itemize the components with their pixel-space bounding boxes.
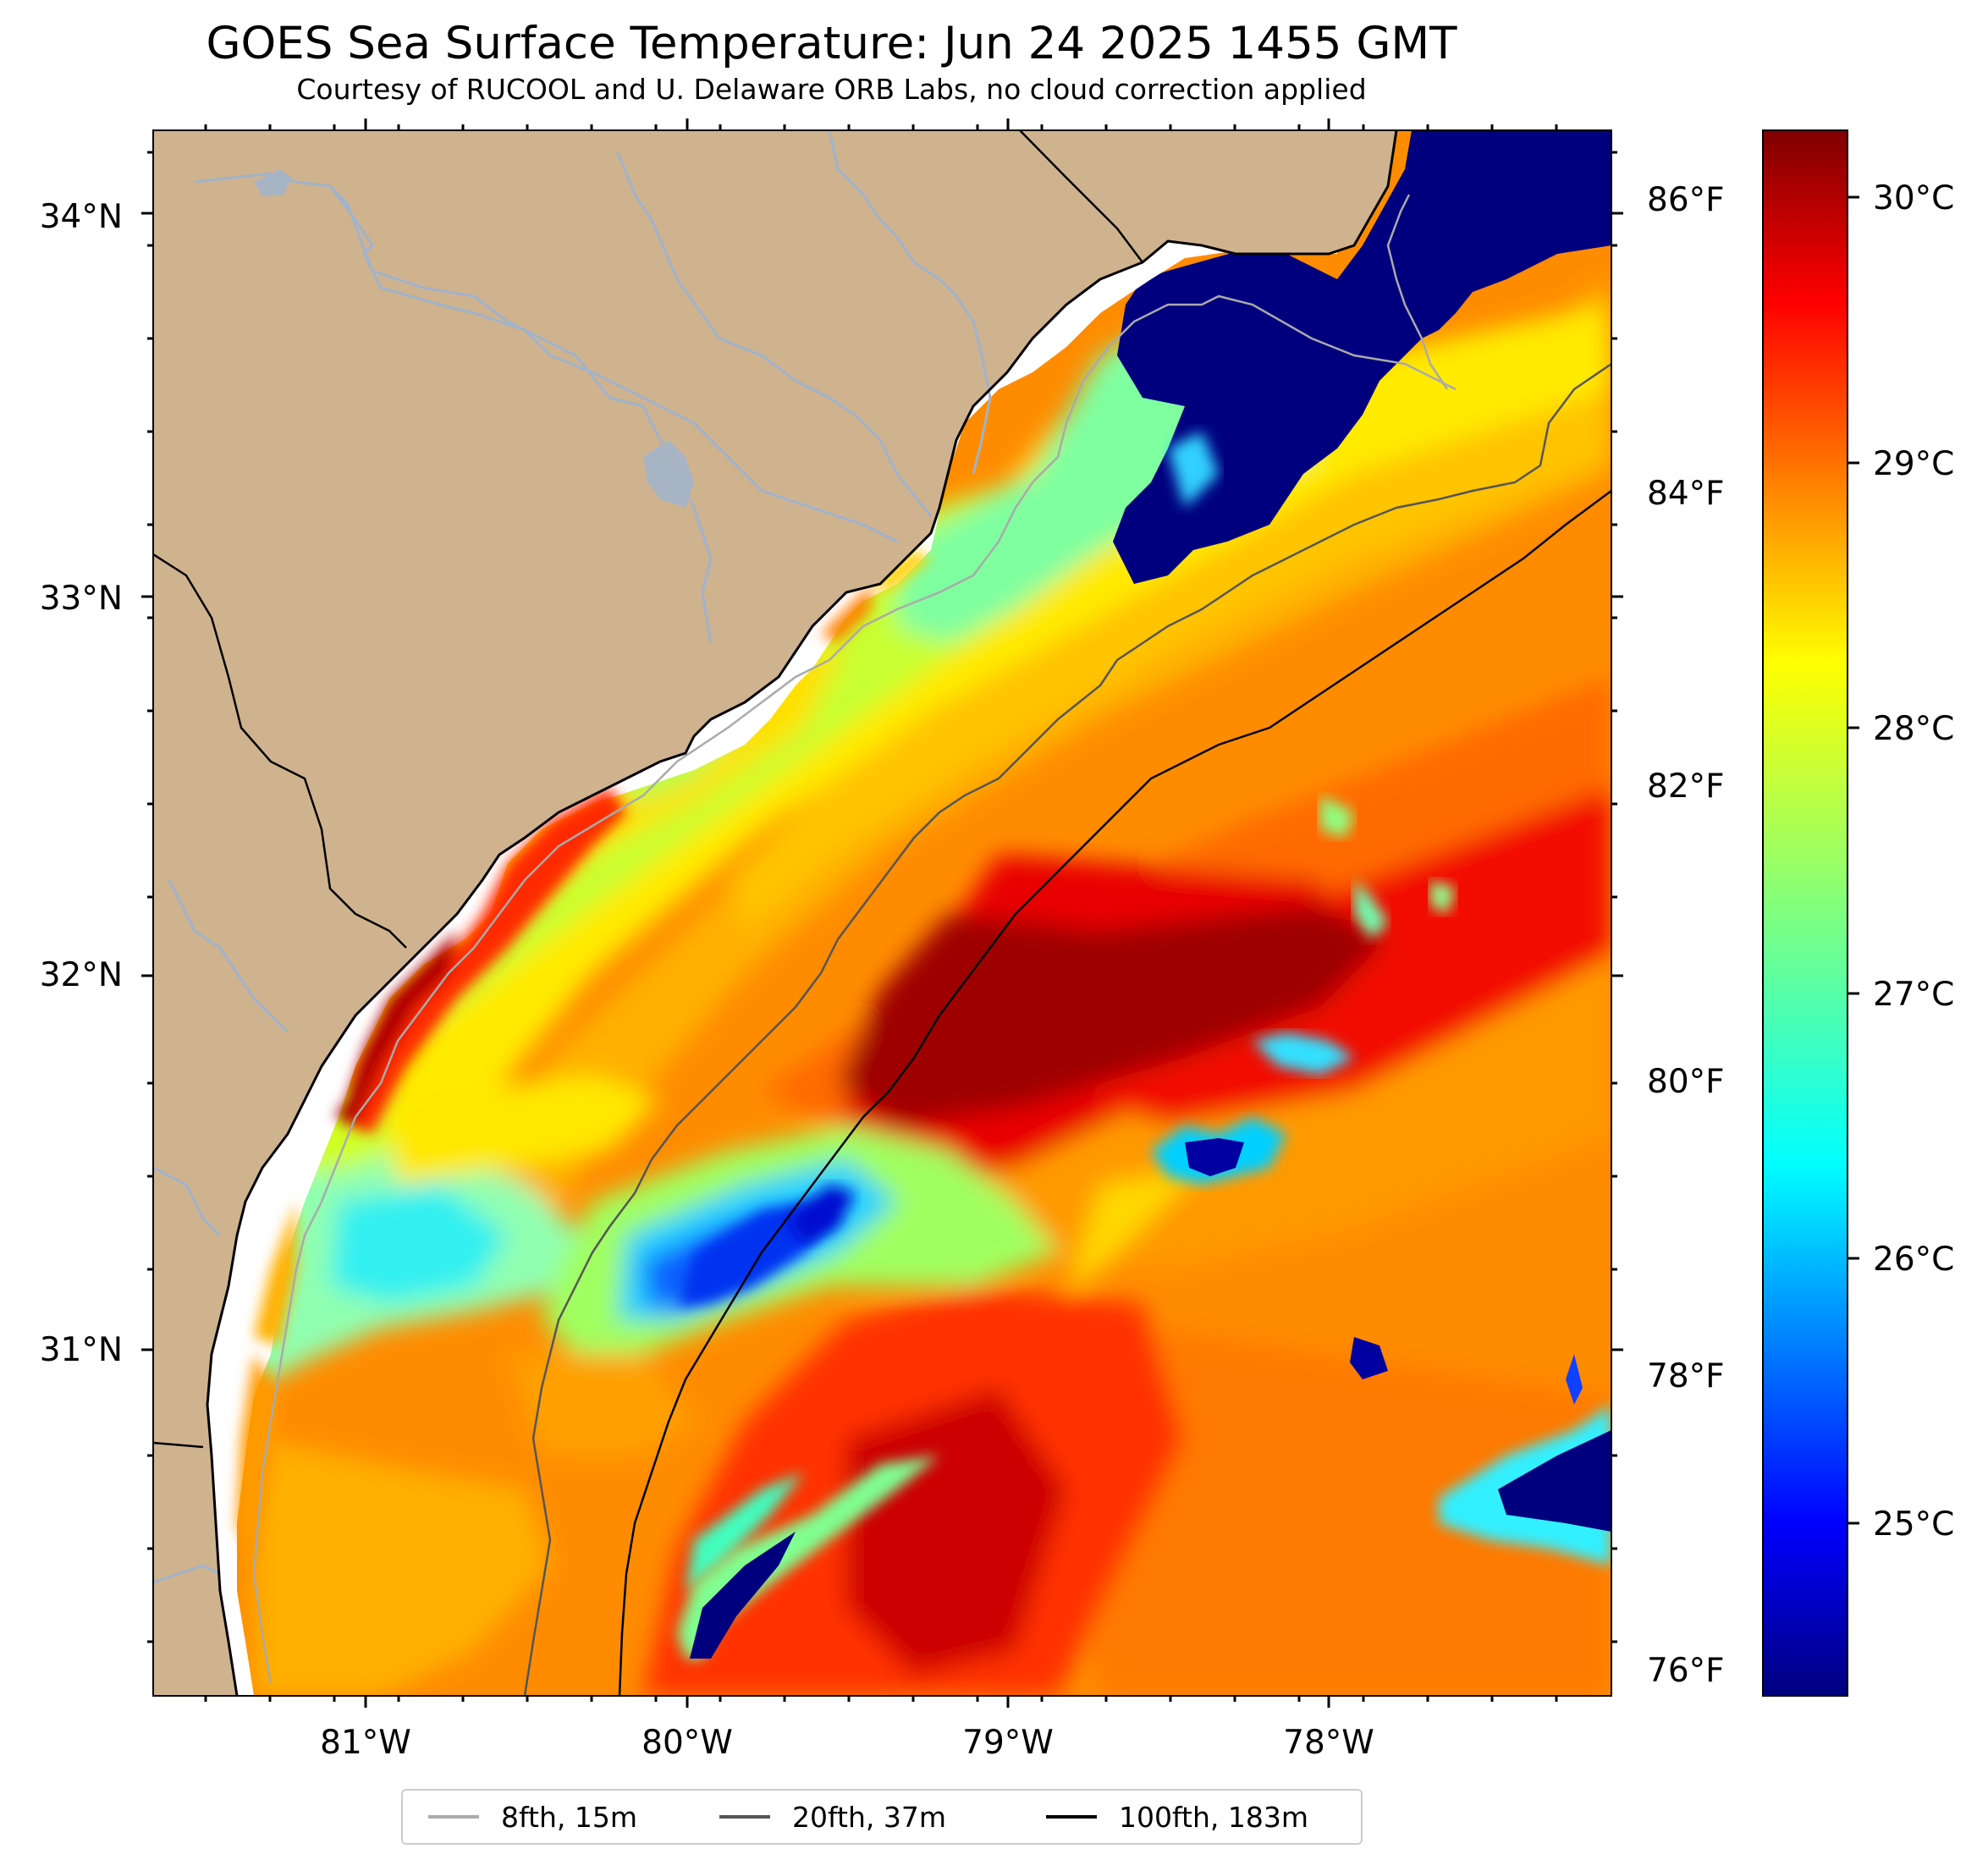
cloud-edge <box>1168 432 1219 508</box>
f-label-86: 86°F <box>1647 181 1725 219</box>
isobath-8fth-ne <box>1386 194 1449 390</box>
lat-label-33: 33°N <box>40 580 123 618</box>
isobath-20fth <box>523 362 1611 1696</box>
land-mass <box>153 130 1396 1696</box>
isobath-legend: 8fth, 15m 20fth, 37m 100fth, 183m <box>401 1789 1363 1845</box>
f-label-84: 84°F <box>1647 475 1725 513</box>
lon-label-78w: 78°W <box>1283 1724 1374 1762</box>
f-label-80: 80°F <box>1647 1063 1725 1101</box>
sst-features <box>677 795 1611 1659</box>
lat-label-32: 32°N <box>40 956 123 994</box>
f-label-78: 78°F <box>1647 1357 1725 1395</box>
legend-item-8fth: 8fth, 15m <box>428 1791 637 1843</box>
cbar-label-30: 30°C <box>1873 179 1954 217</box>
lake <box>643 440 694 508</box>
colorbar-ticks <box>1848 195 1859 1525</box>
f-label-76: 76°F <box>1647 1652 1725 1690</box>
legend-label-20fth: 20fth, 37m <box>792 1800 946 1834</box>
map-frame <box>152 129 1612 1697</box>
legend-label-100fth: 100fth, 183m <box>1119 1800 1308 1834</box>
coastline <box>206 130 1398 1696</box>
sst-field <box>245 279 1611 1696</box>
cbar-label-25: 25°C <box>1873 1505 1954 1544</box>
axis-ticks <box>141 118 1623 1708</box>
cbar-label-28: 28°C <box>1873 710 1954 748</box>
boundaries <box>153 130 1143 1449</box>
map-title: GOES Sea Surface Temperature: Jun 24 202… <box>206 18 1457 69</box>
isobath-8fth <box>252 294 1457 1685</box>
lake-small <box>254 169 292 196</box>
legend-swatch-20fth <box>719 1815 770 1819</box>
coastal-warm-strip <box>237 550 931 1566</box>
map-subtitle: Courtesy of RUCOOL and U. Delaware ORB L… <box>296 73 1367 106</box>
legend-item-100fth: 100fth, 183m <box>1046 1791 1308 1843</box>
lon-label-79w: 79°W <box>962 1724 1054 1762</box>
legend-swatch-8fth <box>428 1815 479 1819</box>
cbar-label-29: 29°C <box>1873 445 1954 483</box>
isobath-100fth <box>618 489 1611 1696</box>
rivers <box>153 130 992 1584</box>
lon-label-81w: 81°W <box>320 1724 411 1762</box>
colorbar <box>1762 129 1848 1697</box>
legend-swatch-100fth <box>1046 1815 1097 1819</box>
cbar-label-26: 26°C <box>1873 1241 1954 1279</box>
cbar-label-27: 27°C <box>1873 976 1954 1014</box>
lat-label-34: 34°N <box>40 198 123 236</box>
lon-label-80w: 80°W <box>642 1724 733 1762</box>
legend-label-8fth: 8fth, 15m <box>501 1800 638 1834</box>
f-label-82: 82°F <box>1647 768 1725 806</box>
legend-item-20fth: 20fth, 37m <box>719 1791 946 1843</box>
lat-label-31: 31°N <box>40 1331 123 1369</box>
